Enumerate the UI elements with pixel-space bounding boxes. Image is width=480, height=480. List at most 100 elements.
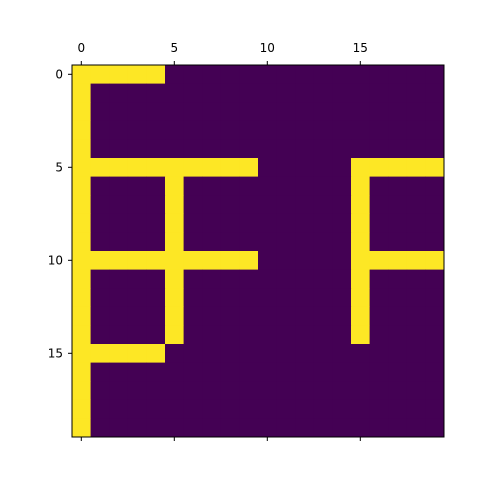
heatmap-cell [146,251,166,270]
heatmap-cell [388,213,408,233]
heatmap-cell [239,306,259,326]
heatmap-cell [202,158,222,177]
heatmap-cell [90,381,110,401]
heatmap-cell [388,399,408,419]
heatmap-cell [202,120,222,140]
heatmap-cell [220,325,240,345]
heatmap-cell [295,83,315,103]
heatmap-cell [202,418,222,438]
heatmap-cell [276,120,296,140]
heatmap-cell [276,139,296,159]
heatmap-cell [388,195,408,215]
heatmap-cell [351,269,370,289]
heatmap-cell [90,83,110,103]
heatmap-cell [109,83,129,103]
heatmap-cell [406,418,426,438]
heatmap-cell [332,232,352,252]
heatmap-cell [332,399,352,419]
heatmap-cell [90,158,110,177]
heatmap-cell [165,139,184,159]
heatmap-cell [90,325,110,345]
heatmap-cell [72,158,91,177]
heatmap-cell [369,102,389,122]
heatmap-cell [425,139,445,159]
heatmap-cell [127,381,147,401]
heatmap-cell [146,306,166,326]
heatmap-cell [369,213,389,233]
heatmap-cell [295,213,315,233]
heatmap-cell [276,344,296,363]
heatmap-cell [332,288,352,308]
heatmap-cell [351,381,370,401]
heatmap-cell [146,418,166,438]
heatmap-cell [202,139,222,159]
heatmap-cell [276,288,296,308]
heatmap-cell [220,381,240,401]
heatmap-cell [406,232,426,252]
heatmap-cell [165,418,184,438]
heatmap-cell [165,251,184,270]
heatmap-cell [369,158,389,177]
heatmap-cell [127,269,147,289]
heatmap-cell [90,195,110,215]
heatmap-cell [369,251,389,270]
heatmap-cell [332,344,352,363]
x-tick-label: 0 [77,41,85,55]
heatmap-cell [425,102,445,122]
heatmap-cell [239,139,259,159]
heatmap-cell [388,251,408,270]
heatmap-cell [72,418,91,438]
heatmap-cell [351,176,370,196]
heatmap-cell [220,362,240,382]
heatmap-cell [109,120,129,140]
heatmap-cell [239,362,259,382]
y-axis-ticks: 0 5 10 15 [48,67,72,360]
heatmap-cell [425,381,445,401]
heatmap-cell [369,139,389,159]
heatmap-cell [146,399,166,419]
heatmap-cell [425,306,445,326]
heatmap-cell [146,381,166,401]
heatmap-cell [258,213,277,233]
heatmap-cell [369,269,389,289]
heatmap-cell [239,120,259,140]
heatmap-cell [183,102,203,122]
heatmap-cell [220,269,240,289]
heatmap-cell [369,344,389,363]
heatmap-cell [183,65,203,84]
heatmap-cell [127,83,147,103]
heatmap-cell [220,251,240,270]
heatmap-cell [202,102,222,122]
heatmap-cell [313,213,333,233]
heatmap-cell [183,213,203,233]
heatmap-cell [295,195,315,215]
heatmap-cell [72,344,91,363]
heatmap-cell [239,251,259,270]
heatmap-cell [165,344,184,363]
heatmap-cell [425,399,445,419]
heatmap-cell [332,120,352,140]
heatmap-cell [258,158,277,177]
heatmap-cell [239,344,259,363]
heatmap-cell [406,344,426,363]
heatmap-cell [90,362,110,382]
heatmap-cell [276,213,296,233]
heatmap-cell [183,269,203,289]
heatmap-cell [369,288,389,308]
heatmap-cell [276,102,296,122]
heatmap-cell [369,399,389,419]
heatmap-cell [90,251,110,270]
heatmap-cell [109,399,129,419]
heatmap-cell [332,83,352,103]
heatmap-cell [313,176,333,196]
heatmap-cell [109,381,129,401]
heatmap-cell [220,344,240,363]
heatmap-cell [183,306,203,326]
y-tick-label: 5 [55,160,63,174]
heatmap-cell [183,325,203,345]
heatmap-cell [313,232,333,252]
heatmap-cell [313,139,333,159]
x-tick-label: 5 [170,41,178,55]
heatmap-cell [313,381,333,401]
heatmap-cell [295,325,315,345]
